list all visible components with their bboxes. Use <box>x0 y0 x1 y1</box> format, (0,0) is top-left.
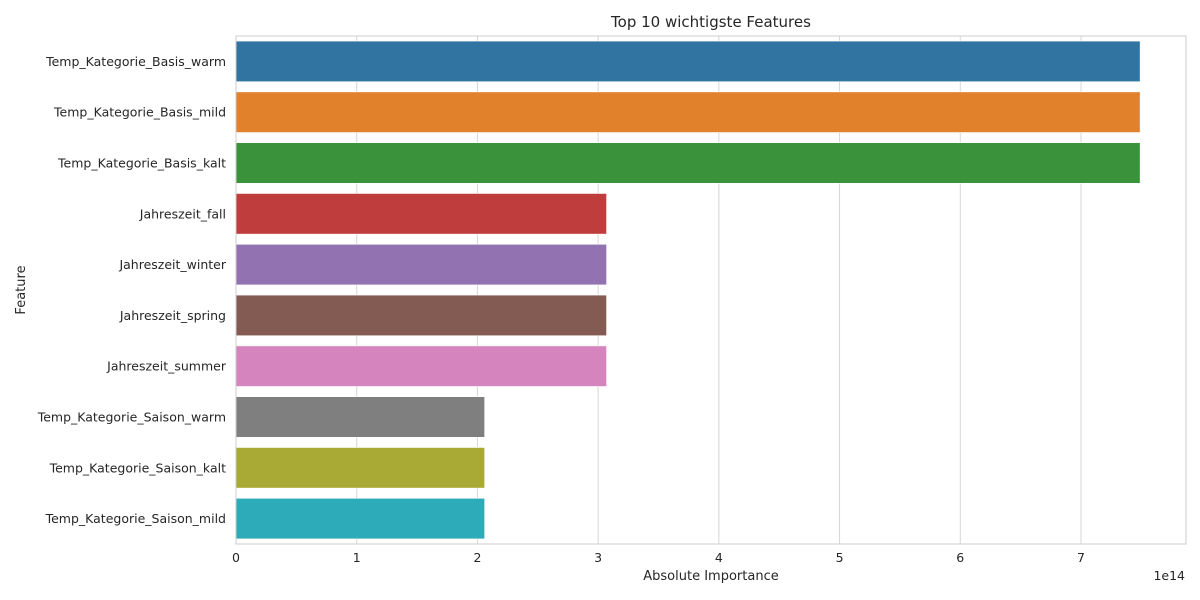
y-tick-labels: Temp_Kategorie_Basis_warm Temp_Kategorie_… <box>37 54 227 526</box>
bars <box>235 40 1141 540</box>
y-axis-label: Feature <box>14 265 29 314</box>
plot-frame <box>235 35 1187 545</box>
x-tick-label: 6 <box>956 550 964 565</box>
y-tick-label: Jahreszeit_summer <box>106 359 227 374</box>
y-tick-label: Jahreszeit_spring <box>119 308 226 323</box>
x-tick-label: 0 <box>232 550 240 565</box>
bar <box>235 243 607 286</box>
y-tick-label: Temp_Kategorie_Saison_kalt <box>49 460 226 475</box>
bar <box>235 345 607 387</box>
bar <box>235 396 485 438</box>
y-tick-label: Jahreszeit_winter <box>118 257 226 272</box>
chart-title: Top 10 wichtigste Features <box>610 13 811 31</box>
bar <box>235 142 1141 184</box>
bar <box>235 294 607 337</box>
y-tick-label: Temp_Kategorie_Basis_warm <box>45 54 226 69</box>
y-tick-label: Temp_Kategorie_Saison_mild <box>45 511 226 526</box>
x-tick-label: 3 <box>594 550 602 565</box>
x-tick-labels: 0 1 2 3 4 5 6 7 <box>232 550 1085 565</box>
x-axis-offset-label: 1e14 <box>1153 568 1185 583</box>
y-tick-label: Temp_Kategorie_Saison_warm <box>37 410 226 425</box>
bar <box>235 193 607 235</box>
x-tick-label: 4 <box>715 550 723 565</box>
x-axis-label: Absolute Importance <box>643 569 778 584</box>
bar <box>235 91 1141 133</box>
bar <box>235 497 485 540</box>
bar <box>235 40 1141 83</box>
y-tick-label: Jahreszeit_fall <box>139 206 226 221</box>
y-tick-label: Temp_Kategorie_Basis_kalt <box>57 156 226 171</box>
x-tick-label: 1 <box>353 550 361 565</box>
x-tick-label: 7 <box>1077 550 1085 565</box>
x-tick-label: 2 <box>473 550 481 565</box>
x-tick-label: 5 <box>836 550 844 565</box>
bar <box>235 447 485 489</box>
y-tick-label: Temp_Kategorie_Basis_mild <box>53 105 226 120</box>
